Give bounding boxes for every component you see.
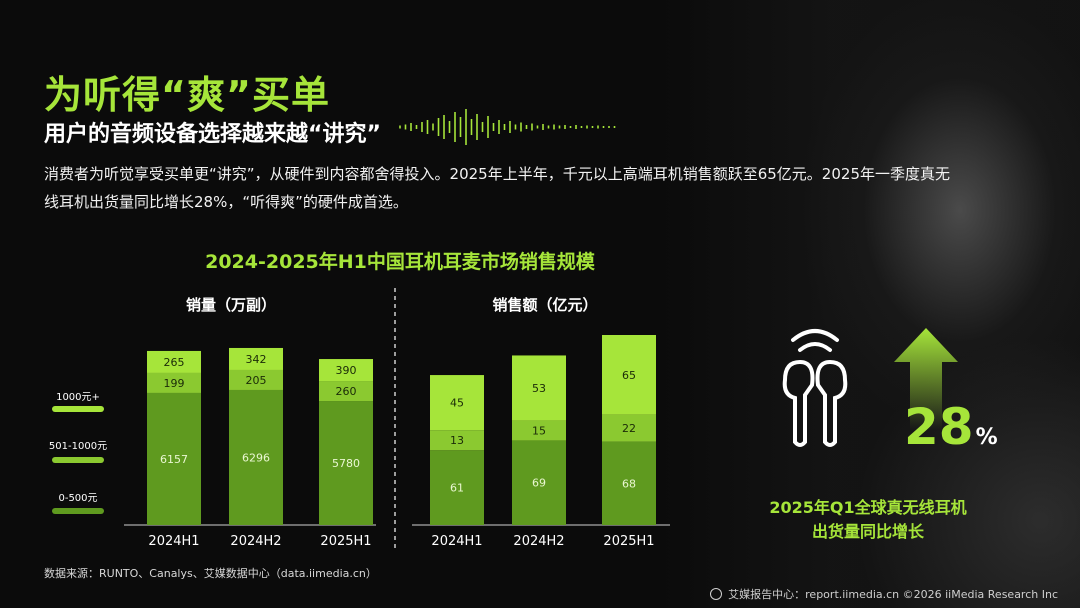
data-label: 61 <box>450 482 464 495</box>
page-subtitle: 用户的音频设备选择越来越“讲究” <box>44 122 381 147</box>
legend-swatch-premium <box>52 406 104 412</box>
background-photo-headphones-person <box>660 0 1080 608</box>
x-tick-label: 2024H1 <box>431 534 482 549</box>
data-label: 199 <box>164 377 185 390</box>
bar-segment-volume-2024H1-0 <box>147 392 201 525</box>
data-label: 45 <box>450 397 464 410</box>
data-label: 68 <box>622 477 636 490</box>
up-arrow-icon <box>894 328 958 430</box>
data-label: 6296 <box>242 451 270 464</box>
data-label: 260 <box>336 385 357 398</box>
bar-segment-revenue-2024H1-2 <box>430 375 484 431</box>
data-label: 22 <box>622 422 636 435</box>
bar-segment-revenue-2024H1-0 <box>430 450 484 525</box>
legend-swatch-low <box>52 508 104 514</box>
description-text: 消费者为听觉享受买单更“讲究”，从硬件到内容都舍得投入。2025年上半年，千元以… <box>44 165 950 211</box>
bar-segment-volume-2024H2-2 <box>229 347 283 370</box>
bar-segment-volume-2024H1-2 <box>147 350 201 373</box>
growth-value: 28 <box>904 398 974 456</box>
bar-segment-revenue-2024H2-2 <box>512 355 566 421</box>
data-label: 205 <box>246 374 267 387</box>
panel-title-volume: 销量（万副） <box>186 296 276 314</box>
data-label: 53 <box>532 382 546 395</box>
bar-segment-revenue-2024H2-1 <box>512 420 566 441</box>
bar-segment-revenue-2025H1-1 <box>602 414 656 442</box>
data-label: 13 <box>450 434 464 447</box>
legend-label-mid: 501-1000元 <box>49 441 107 452</box>
growth-caption: 2025年Q1全球真无线耳机 出货量同比增长 <box>738 496 998 544</box>
data-label: 342 <box>246 353 267 366</box>
footer-text: 艾媒报告中心：report.iimedia.cn ©2026 iiMedia R… <box>728 588 1058 601</box>
data-label: 65 <box>622 369 636 382</box>
bar-group: 6157 199 265 2024H1 6296 205 342 2024H2 5780 260 3… <box>147 335 656 549</box>
bar-segment-volume-2024H2-0 <box>229 389 283 525</box>
growth-caption-line2: 出货量同比增长 <box>811 522 924 541</box>
legend: 1000元+ 501-1000元 0-500元 <box>49 392 107 514</box>
data-source: 数据来源：RUNTO、Canalys、艾媒数据中心（data.iimedia.c… <box>44 567 377 580</box>
earbuds-icon <box>782 329 848 447</box>
iimedia-logo-icon <box>710 588 723 600</box>
x-tick-label: 2025H1 <box>603 534 654 549</box>
bar-segment-volume-2024H1-1 <box>147 372 201 393</box>
x-tick-label: 2024H2 <box>230 534 281 549</box>
bar-segment-revenue-2025H1-2 <box>602 335 656 415</box>
waveform-decoration <box>399 109 616 145</box>
x-tick-label: 2025H1 <box>320 534 371 549</box>
legend-swatch-mid <box>52 457 104 463</box>
data-label: 265 <box>164 356 185 369</box>
growth-caption-line1: 2025年Q1全球真无线耳机 <box>769 498 967 517</box>
bar-segment-revenue-2024H2-0 <box>512 440 566 525</box>
chart-title: 2024-2025年H1中国耳机耳麦市场销售规模 <box>205 250 596 273</box>
data-label: 15 <box>532 424 546 437</box>
legend-label-low: 0-500元 <box>58 493 97 504</box>
bar-segment-revenue-2024H1-1 <box>430 430 484 451</box>
x-tick-label: 2024H2 <box>513 534 564 549</box>
x-tick-label: 2024H1 <box>148 534 199 549</box>
data-label: 390 <box>336 364 357 377</box>
growth-stat: 28% <box>904 398 998 456</box>
page-title: 为听得“爽”买单 <box>44 73 330 117</box>
bar-segment-volume-2025H1-2 <box>319 359 373 382</box>
legend-label-premium: 1000元+ <box>56 392 100 403</box>
data-label: 69 <box>532 477 546 490</box>
bar-segment-revenue-2025H1-0 <box>602 441 656 525</box>
data-label: 6157 <box>160 453 188 466</box>
growth-unit: % <box>975 425 998 450</box>
footer: 艾媒报告中心：report.iimedia.cn ©2026 iiMedia R… <box>710 586 1058 602</box>
panel-title-revenue: 销售额（亿元） <box>492 296 597 314</box>
data-label: 5780 <box>332 457 360 470</box>
bar-segment-volume-2025H1-1 <box>319 381 373 402</box>
bar-segment-volume-2024H2-1 <box>229 369 283 390</box>
bar-segment-volume-2025H1-0 <box>319 401 373 525</box>
